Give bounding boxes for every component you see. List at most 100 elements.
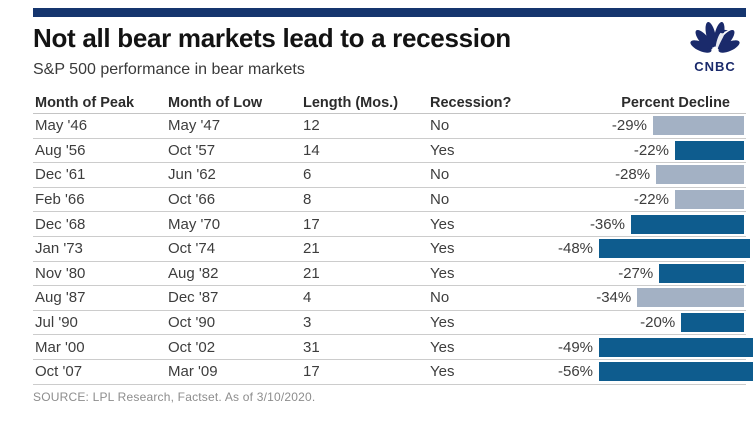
cell-recession: No [430, 117, 450, 135]
table-row: Nov '80 Aug '82 21 Yes -27% [33, 262, 746, 287]
peacock-icon [689, 21, 741, 61]
column-header-percent-decline: Percent Decline [621, 95, 730, 111]
cell-length-mos: 21 [303, 240, 320, 258]
percent-decline-bar [630, 214, 744, 234]
table-row: Aug '56 Oct '57 14 Yes -22% [33, 139, 746, 164]
cell-length-mos: 4 [303, 289, 312, 307]
cell-month-of-low: May '47 [168, 117, 221, 135]
source-note: SOURCE: LPL Research, Factset. As of 3/1… [33, 390, 316, 404]
cell-length-mos: 21 [303, 264, 320, 282]
accent-top-bar [33, 8, 746, 17]
chart-header: Not all bear markets lead to a recession… [33, 24, 673, 79]
percent-decline-label: -28% [615, 166, 651, 184]
percent-decline-label: -20% [640, 314, 676, 332]
percent-decline-label: -29% [611, 117, 647, 135]
cell-length-mos: 14 [303, 141, 320, 159]
table-row: Feb '66 Oct '66 8 No -22% [33, 188, 746, 213]
percent-decline-label: -27% [618, 264, 654, 282]
table-row: Oct '07 Mar '09 17 Yes -56% [33, 360, 753, 385]
percent-decline-label: -49% [558, 338, 594, 356]
cell-month-of-peak: Jan '73 [35, 240, 83, 258]
cell-month-of-peak: Oct '07 [35, 363, 83, 381]
cell-percent-decline: -27% [558, 262, 746, 286]
table-row: Aug '87 Dec '87 4 No -34% [33, 286, 746, 311]
cell-percent-decline: -34% [558, 286, 746, 310]
cell-month-of-peak: Aug '56 [35, 141, 86, 159]
page-subtitle: S&P 500 performance in bear markets [33, 60, 305, 78]
page-title: Not all bear markets lead to a recession [33, 23, 511, 53]
percent-decline-bar [652, 116, 744, 136]
cell-percent-decline: -22% [558, 139, 746, 163]
cell-month-of-low: Dec '87 [168, 289, 219, 307]
cell-month-of-low: May '70 [168, 215, 221, 233]
cell-recession: Yes [430, 314, 455, 332]
table-row: Jan '73 Oct '74 21 Yes -48% [33, 237, 750, 262]
percent-decline-bar [674, 140, 744, 160]
table-body: May '46 May '47 12 No -29% Aug '56 Oct '… [33, 114, 753, 385]
percent-decline-label: -56% [558, 363, 594, 381]
column-header-month-of-low: Month of Low [168, 95, 263, 111]
cell-length-mos: 17 [303, 363, 320, 381]
cell-recession: Yes [430, 264, 455, 282]
table-row: Jul '90 Oct '90 3 Yes -20% [33, 311, 746, 336]
cell-recession: Yes [430, 141, 455, 159]
percent-decline-bar [659, 263, 744, 283]
cell-percent-decline: -28% [558, 163, 746, 187]
cell-month-of-low: Oct '74 [168, 240, 216, 258]
cell-recession: No [430, 191, 450, 209]
cell-month-of-low: Jun '62 [168, 166, 216, 184]
cell-recession: No [430, 289, 450, 307]
cnbc-logo: CNBC [683, 21, 747, 74]
cell-percent-decline: -56% [558, 360, 753, 384]
bear-markets-table: Month of Peak Month of Low Length (Mos.)… [33, 93, 753, 385]
cell-month-of-peak: Feb '66 [35, 191, 85, 209]
column-header-recession: Recession? [430, 95, 512, 111]
percent-decline-bar [599, 337, 753, 357]
column-header-length: Length (Mos.) [303, 95, 399, 111]
cell-month-of-low: Oct '57 [168, 141, 216, 159]
percent-decline-bar [637, 288, 744, 308]
table-row: Mar '00 Oct '02 31 Yes -49% [33, 335, 753, 360]
table-header-row: Month of Peak Month of Low Length (Mos.)… [33, 93, 746, 114]
cell-length-mos: 12 [303, 117, 320, 135]
cell-month-of-peak: Aug '87 [35, 289, 86, 307]
cell-month-of-peak: May '46 [35, 117, 88, 135]
cell-percent-decline: -29% [558, 114, 746, 138]
cell-length-mos: 3 [303, 314, 312, 332]
cell-month-of-low: Aug '82 [168, 264, 219, 282]
cell-month-of-peak: Dec '61 [35, 166, 86, 184]
percent-decline-bar [599, 239, 750, 259]
cell-percent-decline: -20% [558, 311, 746, 335]
percent-decline-label: -22% [633, 191, 669, 209]
cell-length-mos: 8 [303, 191, 312, 209]
cell-length-mos: 6 [303, 166, 312, 184]
table-row: Dec '61 Jun '62 6 No -28% [33, 163, 746, 188]
cell-month-of-low: Oct '90 [168, 314, 216, 332]
percent-decline-label: -36% [589, 215, 625, 233]
percent-decline-bar [681, 313, 744, 333]
cnbc-wordmark: CNBC [694, 59, 736, 74]
cell-percent-decline: -36% [558, 212, 746, 236]
cell-month-of-low: Mar '09 [168, 363, 218, 381]
cell-recession: Yes [430, 338, 455, 356]
cell-length-mos: 17 [303, 215, 320, 233]
table-row: Dec '68 May '70 17 Yes -36% [33, 212, 746, 237]
table-row: May '46 May '47 12 No -29% [33, 114, 746, 139]
column-header-month-of-peak: Month of Peak [35, 95, 135, 111]
cell-month-of-peak: Mar '00 [35, 338, 85, 356]
cell-recession: Yes [430, 240, 455, 258]
cell-length-mos: 31 [303, 338, 320, 356]
percent-decline-label: -22% [633, 141, 669, 159]
cell-month-of-peak: Nov '80 [35, 264, 86, 282]
cell-month-of-low: Oct '66 [168, 191, 216, 209]
cell-percent-decline: -22% [558, 188, 746, 212]
cell-month-of-peak: Dec '68 [35, 215, 86, 233]
cell-month-of-low: Oct '02 [168, 338, 216, 356]
cell-percent-decline: -49% [558, 335, 753, 359]
cell-month-of-peak: Jul '90 [35, 314, 78, 332]
percent-decline-bar [674, 190, 744, 210]
cell-recession: No [430, 166, 450, 184]
percent-decline-label: -48% [558, 240, 594, 258]
percent-decline-bar [599, 362, 753, 382]
cell-percent-decline: -48% [558, 237, 752, 261]
